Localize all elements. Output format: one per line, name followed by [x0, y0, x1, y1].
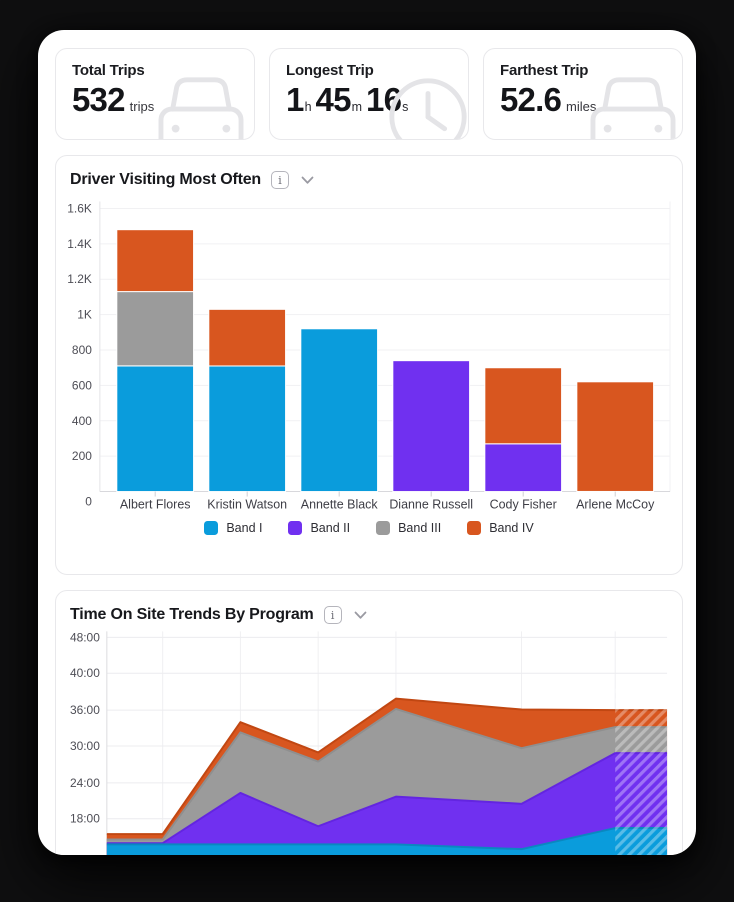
stat-cards-row: Total Trips 532 trips Longest Trip 1h 45m 1…	[55, 48, 683, 140]
longest-trip-minutes: 45	[315, 81, 352, 118]
chart2-header: Time On Site Trends By Program i	[56, 591, 682, 624]
chevron-down-icon[interactable]	[301, 176, 314, 185]
svg-text:Annette Black: Annette Black	[301, 498, 379, 512]
svg-text:0: 0	[85, 495, 92, 509]
svg-text:18:00: 18:00	[70, 812, 100, 826]
legend-label: Band IV	[489, 521, 534, 535]
time-on-site-chart-card: Time On Site Trends By Program i 48:00 40…	[55, 590, 683, 855]
svg-text:Dianne Russell: Dianne Russell	[389, 498, 473, 512]
farthest-trip-unit: miles	[566, 99, 597, 114]
chart1-title: Driver Visiting Most Often	[70, 171, 261, 188]
total-trips-label: Total Trips	[72, 62, 145, 79]
svg-text:Albert Flores: Albert Flores	[120, 498, 191, 512]
dashboard-page: Total Trips 532 trips Longest Trip 1h 45m 1…	[38, 30, 696, 855]
svg-text:30:00: 30:00	[70, 739, 100, 753]
total-trips-value: 532	[72, 81, 125, 118]
longest-trip-card: Longest Trip 1h 45m 16s	[269, 48, 469, 140]
legend-swatch	[467, 521, 482, 535]
svg-text:1K: 1K	[77, 308, 92, 322]
info-icon[interactable]: i	[323, 606, 342, 624]
svg-text:1.6K: 1.6K	[67, 201, 92, 215]
chart1-legend: Band I Band II Band III Band IV	[56, 521, 682, 535]
hours-unit: h	[304, 100, 312, 114]
svg-text:1.4K: 1.4K	[67, 237, 92, 251]
farthest-trip-card: Farthest Trip 52.6 miles	[483, 48, 683, 140]
chevron-down-icon[interactable]	[354, 611, 367, 620]
info-icon[interactable]: i	[270, 171, 289, 189]
legend-item-band-iii[interactable]: Band III	[376, 521, 441, 535]
seconds-unit: s	[402, 100, 409, 114]
total-trips-card: Total Trips 532 trips	[55, 48, 255, 140]
legend-label: Band II	[310, 521, 351, 535]
svg-text:200: 200	[72, 449, 92, 463]
svg-text:800: 800	[72, 343, 92, 357]
legend-item-band-i[interactable]: Band I	[204, 521, 262, 535]
svg-text:Cody Fisher: Cody Fisher	[490, 498, 557, 512]
stacked-bar-chart: 1.6K 1.4K 1.2K 1K 800 600 400 200 0 Albert Flores…	[67, 201, 671, 512]
driver-visiting-chart-card: Driver Visiting Most Often i 1.6K 1.4K 1.2…	[55, 155, 683, 575]
farthest-trip-label: Farthest Trip	[500, 62, 589, 79]
total-trips-value-row: 532 trips	[72, 81, 254, 119]
legend-swatch	[204, 521, 219, 535]
legend-swatch	[376, 521, 391, 535]
svg-text:24:00: 24:00	[70, 776, 100, 790]
minutes-unit: m	[351, 100, 363, 114]
longest-trip-label: Longest Trip	[286, 62, 374, 79]
svg-text:1.2K: 1.2K	[67, 272, 92, 286]
svg-text:40:00: 40:00	[70, 666, 100, 680]
total-trips-unit: trips	[129, 99, 155, 114]
chart1-header: Driver Visiting Most Often i	[56, 156, 682, 189]
farthest-trip-value-row: 52.6 miles	[500, 81, 682, 119]
svg-text:36:00: 36:00	[70, 703, 100, 717]
legend-swatch	[288, 521, 303, 535]
longest-trip-hours: 1	[286, 81, 304, 118]
longest-trip-value-row: 1h 45m 16s	[286, 81, 468, 119]
svg-text:400: 400	[72, 414, 92, 428]
svg-text:Kristin Watson: Kristin Watson	[207, 498, 287, 512]
legend-label: Band III	[398, 521, 442, 535]
farthest-trip-value: 52.6	[500, 81, 562, 118]
chart2-title: Time On Site Trends By Program	[70, 606, 314, 623]
legend-label: Band I	[226, 521, 263, 535]
longest-trip-seconds: 16	[366, 81, 402, 118]
svg-text:48:00: 48:00	[70, 630, 100, 644]
svg-text:Arlene McCoy: Arlene McCoy	[576, 498, 655, 512]
legend-item-band-ii[interactable]: Band II	[288, 521, 350, 535]
stacked-area-chart: 48:00 40:00 36:00 30:00 24:00 18:00	[70, 630, 668, 855]
svg-text:600: 600	[72, 378, 92, 392]
legend-item-band-iv[interactable]: Band IV	[467, 521, 534, 535]
